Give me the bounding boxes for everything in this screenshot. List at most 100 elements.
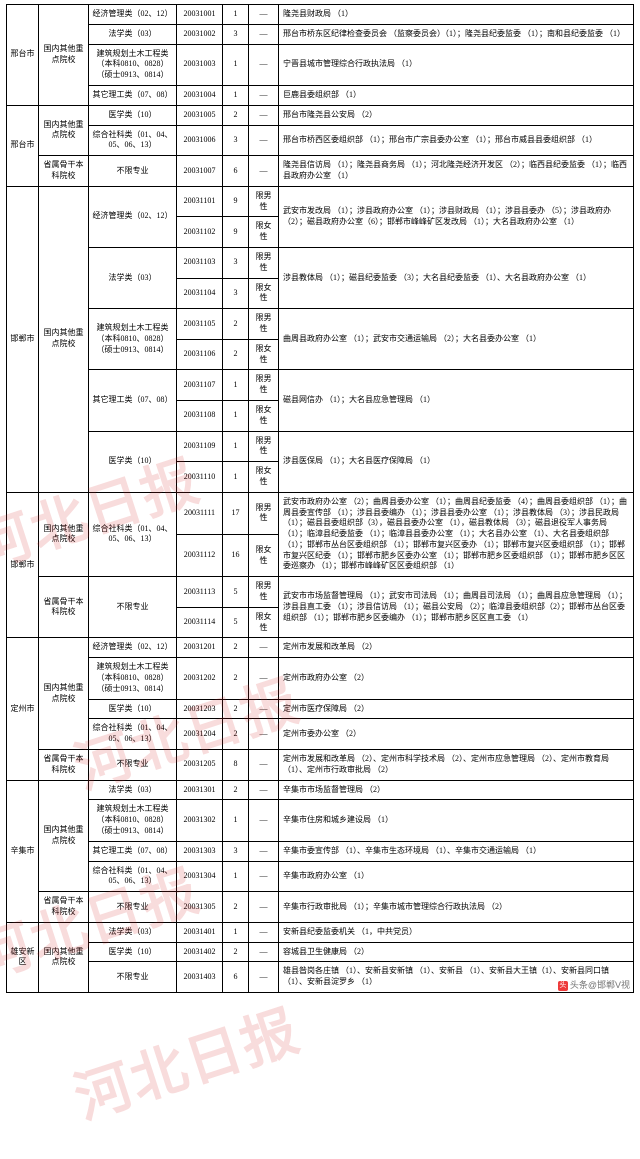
cell-desc: 定州市发展和改革局 （2）、定州市科学技术局 （2）、定州市应急管理局 （2）、… <box>279 750 634 781</box>
cell-major: 不限专业 <box>89 156 177 187</box>
cell-sex: — <box>249 962 279 993</box>
cell-major: 综合社科类（01、04、05、06、13） <box>89 861 177 892</box>
cell-sex: 限女性 <box>249 462 279 493</box>
cell-city: 辛集市 <box>7 780 39 922</box>
cell-major: 不限专业 <box>89 892 177 923</box>
cell-desc: 宁晋县城市管理综合行政执法局 （1） <box>279 44 634 85</box>
cell-major: 其它理工类（07、08） <box>89 85 177 105</box>
cell-count: 5 <box>223 607 249 638</box>
cell-major: 经济管理类（02、12） <box>89 638 177 658</box>
cell-sex: — <box>249 24 279 44</box>
cell-code: 20031303 <box>177 841 223 861</box>
cell-sex: 限男性 <box>249 370 279 401</box>
table-row: 法学类（03）200311033限男性涉县教体局 （1）；磁县纪委监委 （3）；… <box>7 247 634 278</box>
cell-desc: 定州市发展和改革局 （2） <box>279 638 634 658</box>
cell-major: 建筑规划土木工程类（本科0810、0828）（硕士0913、0814） <box>89 309 177 370</box>
cell-city: 定州市 <box>7 638 39 780</box>
cell-school: 国内其他重点院校 <box>39 186 89 492</box>
cell-sex: — <box>249 5 279 25</box>
cell-desc: 定州市医疗保障局 （2） <box>279 699 634 719</box>
cell-code: 20031205 <box>177 750 223 781</box>
cell-sex: — <box>249 750 279 781</box>
cell-code: 20031107 <box>177 370 223 401</box>
cell-sex: — <box>249 125 279 156</box>
cell-city: 雄安新区 <box>7 922 39 992</box>
cell-code: 20031301 <box>177 780 223 800</box>
cell-desc: 定州市委办公室 （2） <box>279 719 634 750</box>
cell-code: 20031203 <box>177 699 223 719</box>
cell-desc: 辛集市市场监督管理局 （2） <box>279 780 634 800</box>
cell-count: 3 <box>223 278 249 309</box>
cell-major: 法学类（03） <box>89 24 177 44</box>
table-row: 邯郸市国内其他重点院校综合社科类（01、04、05、06、13）20031111… <box>7 492 634 534</box>
cell-count: 6 <box>223 962 249 993</box>
cell-count: 1 <box>223 400 249 431</box>
table-row: 省属骨干本科院校不限专业200313052—辛集市行政审批局 （1）；辛集市城市… <box>7 892 634 923</box>
cell-count: 1 <box>223 861 249 892</box>
cell-sex: — <box>249 922 279 942</box>
watermark: 河北日报 <box>63 986 309 1135</box>
table-row: 医学类（10）200311091限男性涉县医保局 （1）；大名县医疗保障局 （1… <box>7 431 634 462</box>
cell-major: 不限专业 <box>89 962 177 993</box>
cell-major: 法学类（03） <box>89 922 177 942</box>
cell-desc: 武安市市场监督管理局 （1）；武安市司法局 （1）；曲周县司法局 （1）；曲周县… <box>279 577 634 638</box>
cell-code: 20031302 <box>177 800 223 841</box>
cell-major: 不限专业 <box>89 577 177 638</box>
cell-desc: 安新县纪委监委机关 （1，中共党员） <box>279 922 634 942</box>
cell-sex: 限男性 <box>249 492 279 534</box>
cell-code: 20031401 <box>177 922 223 942</box>
cell-major: 综合社科类（01、04、05、06、13） <box>89 492 177 577</box>
cell-desc: 隆尧县信访局 （1）；隆尧县商务局 （1）；河北隆尧经济开发区 （2）；临西县纪… <box>279 156 634 187</box>
cell-desc: 涉县教体局 （1）；磁县纪委监委 （3）；大名县纪委监委 （1）、大名县政府办公… <box>279 247 634 308</box>
cell-desc: 武安市发改局 （1）；涉县政府办公室 （1）；涉县财政局 （1）；涉县县委办 （… <box>279 186 634 247</box>
table-row: 不限专业200314036—雄县昝岗各庄镇 （1）、安新县安新镇 （1）、安新县… <box>7 962 634 993</box>
cell-code: 20031108 <box>177 400 223 431</box>
cell-desc: 辛集市政府办公室 （1） <box>279 861 634 892</box>
cell-major: 建筑规划土木工程类（本科0810、0828）（硕士0913、0814） <box>89 800 177 841</box>
cell-code: 20031005 <box>177 105 223 125</box>
cell-sex: — <box>249 156 279 187</box>
cell-count: 5 <box>223 577 249 608</box>
cell-sex: 限男性 <box>249 186 279 217</box>
cell-count: 9 <box>223 186 249 217</box>
attribution: 头头条@邯郸V视 <box>558 978 630 991</box>
cell-school: 国内其他重点院校 <box>39 638 89 750</box>
cell-count: 3 <box>223 247 249 278</box>
cell-count: 2 <box>223 892 249 923</box>
cell-sex: 限女性 <box>249 400 279 431</box>
table-row: 邯郸市国内其他重点院校经济管理类（02、12）200311019限男性武安市发改… <box>7 186 634 217</box>
table-row: 省属骨干本科院校不限专业200311135限男性武安市市场监督管理局 （1）；武… <box>7 577 634 608</box>
table-row: 省属骨干本科院校不限专业200310076—隆尧县信访局 （1）；隆尧县商务局 … <box>7 156 634 187</box>
cell-school: 省属骨干本科院校 <box>39 750 89 781</box>
table-row: 建筑规划土木工程类（本科0810、0828）（硕士0913、0814）20031… <box>7 44 634 85</box>
table-row: 建筑规划土木工程类（本科0810、0828）（硕士0913、0814）20031… <box>7 800 634 841</box>
cell-school: 国内其他重点院校 <box>39 492 89 577</box>
cell-code: 20031402 <box>177 942 223 962</box>
cell-code: 20031104 <box>177 278 223 309</box>
cell-count: 2 <box>223 309 249 340</box>
cell-count: 17 <box>223 492 249 534</box>
cell-school: 国内其他重点院校 <box>39 105 89 155</box>
table-row: 辛集市国内其他重点院校法学类（03）200313012—辛集市市场监督管理局 （… <box>7 780 634 800</box>
cell-count: 2 <box>223 638 249 658</box>
cell-count: 3 <box>223 125 249 156</box>
cell-code: 20031204 <box>177 719 223 750</box>
cell-sex: 限女性 <box>249 607 279 638</box>
cell-count: 2 <box>223 780 249 800</box>
cell-sex: — <box>249 85 279 105</box>
cell-desc: 容城县卫生健康局 （2） <box>279 942 634 962</box>
cell-code: 20031001 <box>177 5 223 25</box>
table-row: 综合社科类（01、04、05、06、13）200310063—邢台市桥西区委组织… <box>7 125 634 156</box>
table-row: 省属骨干本科院校不限专业200312058—定州市发展和改革局 （2）、定州市科… <box>7 750 634 781</box>
cell-sex: — <box>249 841 279 861</box>
table-row: 综合社科类（01、04、05、06、13）200312042—定州市委办公室 （… <box>7 719 634 750</box>
cell-desc: 辛集市住房和城乡建设局 （1） <box>279 800 634 841</box>
cell-major: 其它理工类（07、08） <box>89 370 177 431</box>
cell-sex: — <box>249 800 279 841</box>
cell-sex: — <box>249 861 279 892</box>
cell-city: 邢台市 <box>7 105 39 186</box>
cell-count: 1 <box>223 800 249 841</box>
cell-school: 国内其他重点院校 <box>39 5 89 106</box>
cell-count: 1 <box>223 431 249 462</box>
cell-sex: — <box>249 942 279 962</box>
